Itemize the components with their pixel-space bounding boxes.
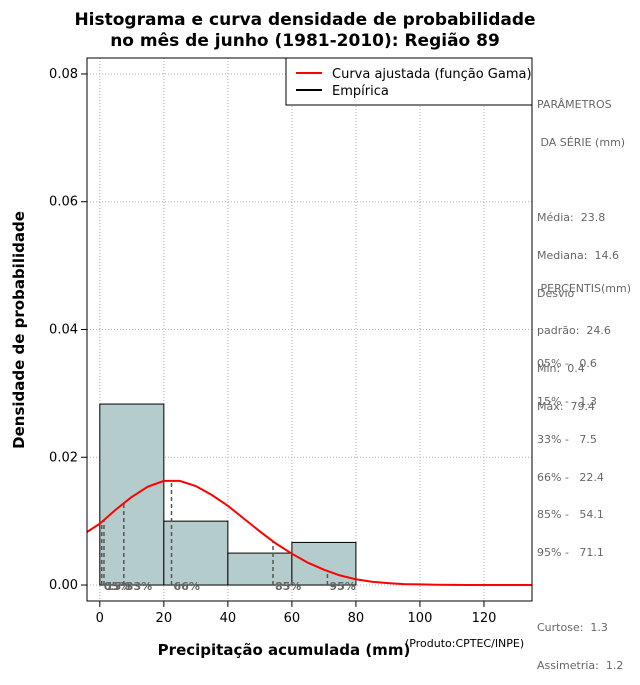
y-tick-label: 0.08 [49, 67, 78, 82]
legend-label-fit: Curva ajustada (função Gama) [332, 67, 532, 82]
percentile-label-95: 95% [329, 580, 355, 593]
percentil-33: 33% - 7.5 [537, 432, 597, 446]
x-tick-label: 120 [472, 611, 497, 626]
credit-label: (Produto:CPTEC/INPE) [405, 637, 524, 650]
stat-kurtosis: Curtose: 1.3 [537, 621, 608, 635]
histogram-bars [99, 403, 357, 586]
percentile-label-66: 66% [174, 580, 200, 593]
y-axis: 0.00 0.02 0.04 0.06 0.08 [49, 67, 87, 593]
param-mean: Média: 23.8 [537, 210, 606, 224]
y-tick-label: 0.04 [49, 323, 78, 338]
params-heading-1: PARÂMETROS [537, 98, 612, 112]
param-median: Mediana: 14.6 [537, 248, 619, 262]
percentile-label-33: 33% [126, 580, 152, 593]
x-tick-label: 40 [220, 611, 237, 626]
legend: Curva ajustada (função Gama) Empírica [285, 57, 533, 106]
percentile-labels: 05%15%33% 66% 85% 95% [104, 580, 356, 593]
stat-skewness: Assimetria: 1.2 [537, 658, 624, 672]
y-axis-label: Densidade de probabilidade [10, 211, 28, 449]
gamma-curve [86, 479, 532, 586]
percentil-95: 95% - 71.1 [537, 546, 604, 560]
chart-title-line-1: Histograma e curva densidade de probabil… [74, 10, 535, 30]
legend-label-empirical: Empírica [332, 84, 389, 99]
histogram-chart: 0 20 40 60 80 100 120 0.00 0.02 0.04 0.06 0.08 05%… [10, 10, 536, 659]
percentis-heading: PERCENTIS(mm) [537, 282, 631, 296]
y-tick-label: 0.06 [49, 195, 78, 210]
percentil-85: 85% - 54.1 [537, 508, 604, 522]
y-tick-label: 0.00 [49, 578, 78, 593]
percentis-panel: PERCENTIS(mm) 05% - 0.6 15% - 1.3 33% - … [537, 258, 640, 685]
x-tick-label: 100 [408, 611, 433, 626]
histogram-bar-4 [291, 541, 357, 586]
y-tick-label: 0.02 [49, 450, 78, 465]
x-tick-label: 80 [348, 611, 365, 626]
x-axis: 0 20 40 60 80 100 120 [96, 601, 497, 626]
param-stddev-2: padrão: 24.6 [537, 324, 611, 338]
param-stddev-1: Desvio [537, 286, 575, 300]
legend-box [285, 57, 533, 106]
chart-title-line-2: no mês de junho (1981-2010): Região 89 [110, 31, 500, 51]
x-tick-label: 0 [96, 611, 104, 626]
histogram-bar-2 [163, 520, 229, 586]
percentile-label-85: 85% [275, 580, 301, 593]
histogram-bar-1 [99, 403, 165, 586]
x-tick-label: 20 [156, 611, 173, 626]
percentile-lines [100, 480, 329, 586]
param-max: Máx: 79.4 [537, 399, 595, 413]
param-min: Mín: 0.4 [537, 362, 585, 376]
percentil-66: 66% - 22.4 [537, 470, 604, 484]
params-panel: PARÂMETROS DA SÉRIE (mm) Média: 23.8 Med… [537, 74, 640, 426]
histogram-bar-3 [227, 552, 293, 586]
percentil-05: 05% - 0.6 [537, 357, 597, 371]
gamma-curve-line [86, 479, 532, 586]
x-tick-label: 60 [284, 611, 301, 626]
percentil-15: 15% - 1.3 [537, 394, 597, 408]
params-heading-2: DA SÉRIE (mm) [537, 135, 626, 149]
percentile-label-05: 05% [104, 580, 130, 593]
x-axis-label: Precipitação acumulada (mm) [158, 641, 411, 659]
percentile-label-15: 15% [106, 580, 132, 593]
